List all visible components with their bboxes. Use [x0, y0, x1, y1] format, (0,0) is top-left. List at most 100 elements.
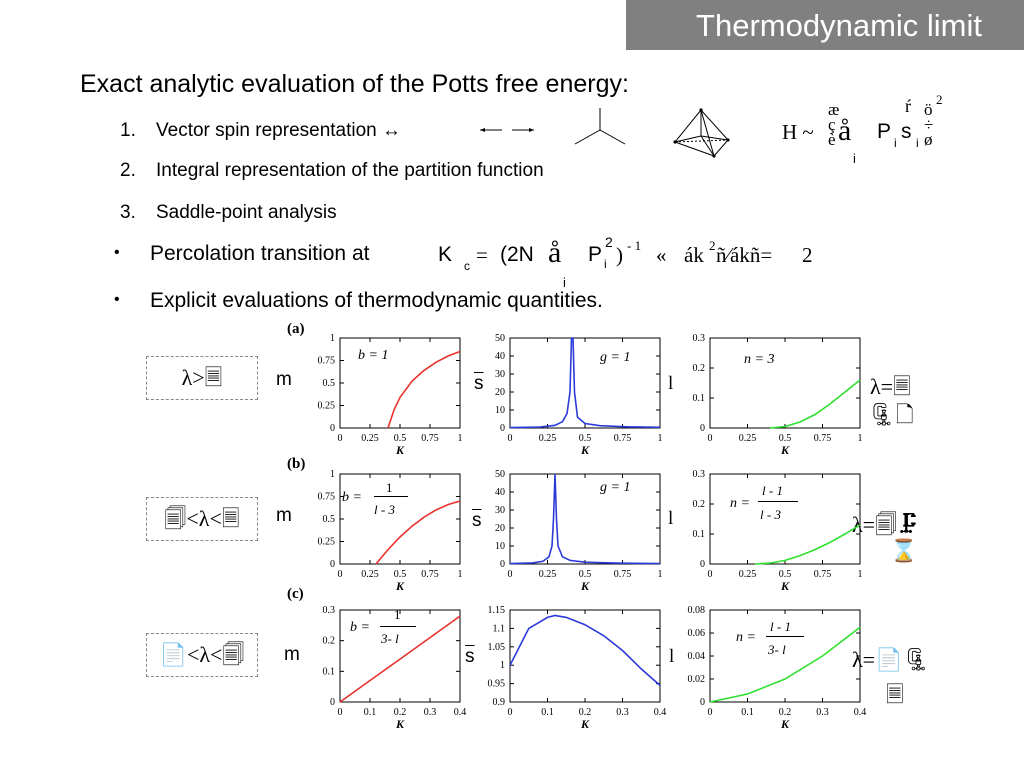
x-axis-label: K	[395, 579, 405, 593]
item-number: 3.	[120, 202, 136, 223]
series-line	[754, 524, 861, 565]
x-axis-label: K	[780, 717, 790, 731]
ylabel-c1: m	[284, 644, 300, 665]
x-tick-label: 0.5	[579, 433, 592, 444]
plot-c3: 0 0.1 0.2 0.3 0.4 0 0.02 0.04 0.06 0.08 K	[688, 605, 867, 731]
formula-h-p: P	[877, 120, 892, 143]
formula-h-s-index: i	[916, 136, 919, 150]
formula-k-sub: c	[464, 259, 470, 273]
x-tick-label: 0.3	[616, 707, 629, 718]
y-tick-label: 0	[330, 423, 335, 434]
formula-h-sum-index: i	[853, 151, 856, 166]
y-tick-label: 0.2	[693, 363, 706, 374]
slide-title: Thermodynamic limit	[696, 8, 982, 43]
formula-h-bracket-right: ö ÷ ø	[924, 100, 934, 149]
ylabel-c3: l	[669, 646, 675, 667]
regime-box-a: λ>🗏	[146, 356, 258, 400]
right-text-a-1: λ=🗏	[870, 374, 911, 399]
ylabel-a3: l	[668, 373, 674, 394]
x-tick-label: 0	[708, 707, 713, 718]
formula-k-sum-index: i	[563, 275, 566, 290]
x-tick-label: 0	[338, 569, 343, 580]
x-tick-label: 0.25	[739, 569, 757, 580]
formula-h: H ~	[782, 120, 814, 144]
x-axis-label: K	[580, 717, 590, 731]
formula-h-bracket-left: æ ç è	[828, 100, 840, 149]
x-tick-label: 1	[458, 433, 463, 444]
x-tick-label: 0.5	[394, 433, 407, 444]
y-tick-label: 50	[495, 333, 505, 344]
ylabel-c2: s	[465, 646, 475, 667]
x-tick-label: 0.3	[816, 707, 829, 718]
y-tick-label: 0.1	[693, 393, 706, 404]
y-tick-label: 0.2	[693, 499, 706, 510]
x-tick-label: 0.25	[739, 433, 757, 444]
formula-h-exp: 2	[936, 92, 943, 107]
x-axis-label: K	[580, 443, 590, 457]
y-tick-label: 30	[495, 505, 505, 516]
plot-b1: 0 0.25 0.5 0.75 1 0 0.25 0.5 0.75 1 K	[318, 469, 463, 593]
x-tick-label: 0	[338, 707, 343, 718]
annot-b1-fracbar	[374, 496, 408, 497]
item-number: 1.	[120, 120, 136, 141]
series-line	[769, 379, 861, 429]
y-tick-label: 0.3	[693, 469, 706, 480]
y-tick-label: 1	[330, 333, 335, 344]
bullet-explicit: • Explicit evaluations of thermodynamic q…	[114, 289, 603, 313]
annot-a3: n = 3	[744, 352, 775, 367]
y-tick-label: 0.04	[688, 651, 706, 662]
ylabel-b2: s	[472, 510, 482, 531]
formula-k-sum: å	[548, 236, 562, 269]
row-label-a: (a)	[287, 321, 305, 337]
y-tick-label: 1.15	[488, 605, 506, 616]
x-tick-label: 0.75	[814, 433, 832, 444]
x-tick-label: 1	[858, 569, 863, 580]
x-axis-label: K	[780, 579, 790, 593]
x-axis-label: K	[395, 443, 405, 457]
x-axis-label: K	[580, 579, 590, 593]
series-line	[339, 615, 461, 703]
y-tick-label: 1	[500, 660, 505, 671]
x-tick-label: 0.3	[424, 707, 437, 718]
formula-k-exp: - 1	[627, 238, 642, 253]
y-tick-label: 0	[500, 423, 505, 434]
row-label-c: (c)	[287, 586, 304, 602]
x-tick-label: 1	[858, 433, 863, 444]
x-tick-label: 0.5	[779, 433, 792, 444]
y-tick-label: 0.5	[323, 514, 336, 525]
x-tick-label: 0.4	[854, 707, 867, 718]
annot-b3-num: l - 1	[762, 483, 783, 498]
annot-b3-fracbar	[758, 501, 798, 502]
x-tick-label: 0.2	[779, 707, 792, 718]
annot-c1-den: 3- l	[381, 631, 399, 646]
x-tick-label: 0	[508, 569, 513, 580]
y-tick-label: 0.25	[318, 537, 336, 548]
plot-frame	[339, 473, 461, 565]
bullet-text: Percolation transition at	[150, 242, 370, 265]
annot-b1-den: l - 3	[374, 502, 395, 517]
series-line	[509, 337, 661, 429]
series-line	[387, 350, 461, 429]
y-tick-label: 1.05	[488, 642, 506, 653]
item-text: Vector spin representation ↔	[156, 120, 402, 141]
x-tick-label: 0	[338, 433, 343, 444]
formula-k-rest: ák	[684, 243, 704, 267]
x-tick-label: 0.25	[539, 433, 557, 444]
y-tick-label: 0.3	[693, 333, 706, 344]
x-tick-label: 0.1	[364, 707, 377, 718]
bullet-text: Explicit evaluations of thermodynamic qu…	[150, 289, 603, 312]
right-text-a-2: 🗜🗋	[868, 402, 914, 427]
x-tick-label: 0	[508, 707, 513, 718]
formula-h-exp-top: ŕ	[905, 96, 911, 116]
x-tick-label: 0.75	[614, 569, 632, 580]
right-text-b-2: ⌛	[890, 538, 918, 563]
row-label-b: (b)	[287, 456, 306, 472]
x-tick-label: 0.25	[361, 433, 379, 444]
x-tick-label: 1	[458, 569, 463, 580]
plot-frame	[709, 337, 861, 429]
y-tick-label: 0.1	[693, 529, 706, 540]
annot-b3-lhs: n =	[730, 496, 750, 511]
y-tick-label: 0	[330, 697, 335, 708]
x-tick-label: 0.75	[421, 433, 439, 444]
y-tick-label: 0.75	[318, 356, 336, 367]
